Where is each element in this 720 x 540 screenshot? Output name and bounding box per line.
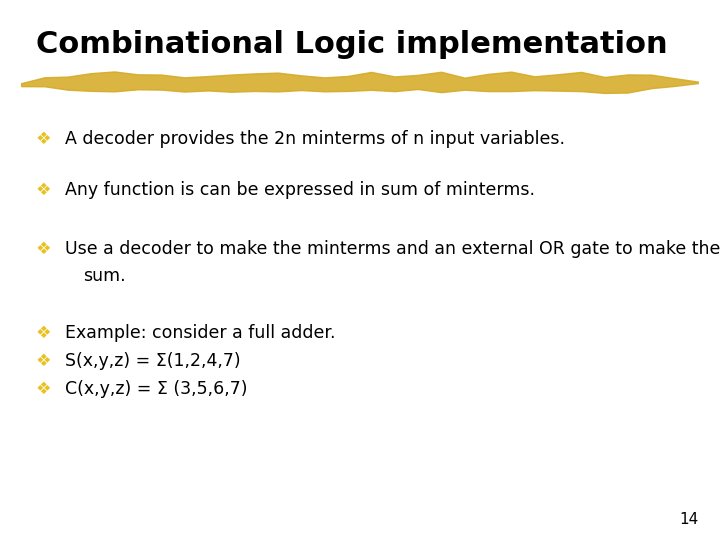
Text: ❖: ❖ — [36, 130, 52, 147]
Polygon shape — [22, 72, 698, 93]
Text: ❖: ❖ — [36, 240, 52, 258]
Text: Any function is can be expressed in sum of minterms.: Any function is can be expressed in sum … — [65, 181, 535, 199]
Text: Use a decoder to make the minterms and an external OR gate to make the: Use a decoder to make the minterms and a… — [65, 240, 720, 258]
Text: ❖: ❖ — [36, 380, 52, 398]
Text: ❖: ❖ — [36, 324, 52, 342]
Text: Combinational Logic implementation: Combinational Logic implementation — [36, 30, 667, 59]
Text: ❖: ❖ — [36, 352, 52, 370]
Text: C(x,y,z) = Σ (3,5,6,7): C(x,y,z) = Σ (3,5,6,7) — [65, 380, 247, 398]
Text: 14: 14 — [679, 511, 698, 526]
Text: Example: consider a full adder.: Example: consider a full adder. — [65, 324, 336, 342]
Text: sum.: sum. — [83, 267, 125, 285]
Text: A decoder provides the 2n minterms of n input variables.: A decoder provides the 2n minterms of n … — [65, 130, 564, 147]
Text: ❖: ❖ — [36, 181, 52, 199]
Text: S(x,y,z) = Σ(1,2,4,7): S(x,y,z) = Σ(1,2,4,7) — [65, 352, 240, 370]
